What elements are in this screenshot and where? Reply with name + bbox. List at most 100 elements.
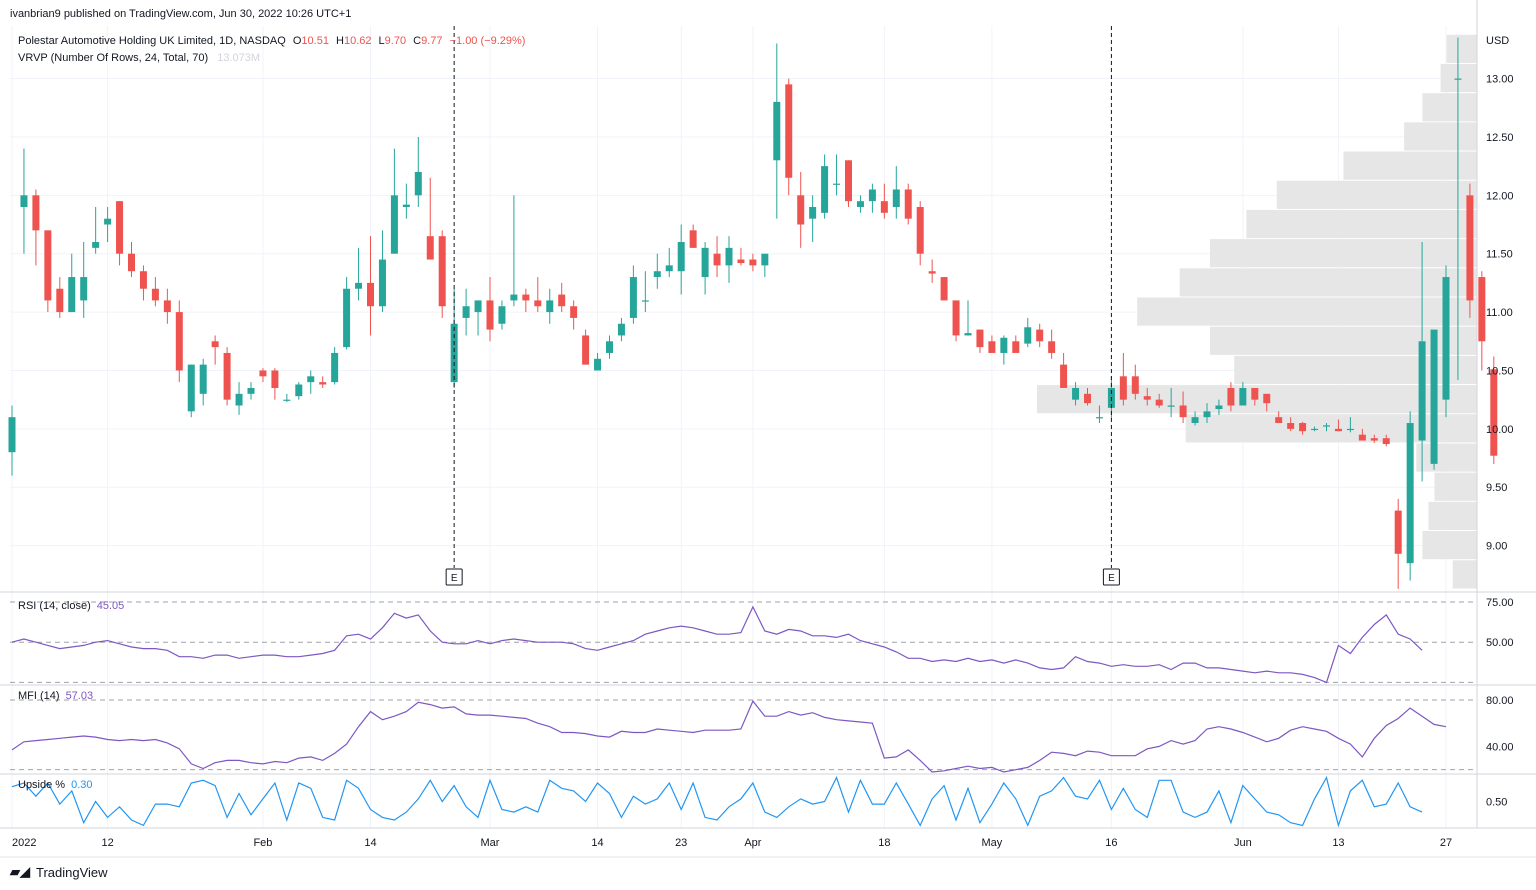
candle[interactable] bbox=[450, 288, 458, 388]
candle[interactable] bbox=[606, 335, 613, 359]
candle[interactable] bbox=[773, 43, 781, 219]
candle[interactable] bbox=[1394, 498, 1402, 589]
candle[interactable] bbox=[1179, 391, 1187, 424]
candle[interactable] bbox=[570, 300, 578, 330]
candle[interactable] bbox=[1430, 329, 1438, 470]
candle[interactable] bbox=[367, 236, 374, 336]
candle[interactable] bbox=[1203, 403, 1211, 424]
candle[interactable] bbox=[653, 253, 661, 289]
candle[interactable] bbox=[809, 195, 817, 243]
candle[interactable] bbox=[355, 247, 363, 301]
candle[interactable] bbox=[1418, 242, 1426, 482]
candle[interactable] bbox=[928, 259, 936, 283]
candle[interactable] bbox=[92, 206, 100, 254]
candle[interactable] bbox=[940, 277, 948, 301]
candle[interactable] bbox=[976, 329, 984, 353]
candle[interactable] bbox=[1215, 399, 1223, 415]
candle[interactable] bbox=[1442, 265, 1450, 418]
candle[interactable] bbox=[1382, 434, 1390, 447]
candle[interactable] bbox=[1334, 419, 1342, 432]
candle[interactable] bbox=[892, 166, 900, 219]
candle[interactable] bbox=[1370, 434, 1378, 443]
candle[interactable] bbox=[1358, 428, 1366, 441]
candle[interactable] bbox=[235, 382, 243, 415]
candle[interactable] bbox=[629, 265, 637, 324]
candle[interactable] bbox=[247, 382, 255, 400]
candle[interactable] bbox=[1036, 323, 1044, 348]
candle[interactable] bbox=[1012, 335, 1020, 353]
candle[interactable] bbox=[1275, 411, 1283, 424]
candle[interactable] bbox=[1311, 426, 1319, 432]
candle[interactable] bbox=[1406, 411, 1414, 581]
earnings-badge[interactable] bbox=[1102, 568, 1120, 586]
candle[interactable] bbox=[1263, 393, 1271, 412]
candle[interactable] bbox=[295, 382, 303, 400]
candle[interactable] bbox=[689, 224, 697, 248]
candle[interactable] bbox=[1060, 352, 1068, 388]
candle[interactable] bbox=[402, 183, 410, 219]
candles[interactable] bbox=[8, 37, 1498, 589]
candle[interactable] bbox=[1048, 329, 1056, 359]
candle[interactable] bbox=[534, 277, 542, 313]
candle[interactable] bbox=[68, 253, 76, 313]
candle[interactable] bbox=[474, 300, 482, 336]
candle[interactable] bbox=[1095, 405, 1103, 424]
candle[interactable] bbox=[952, 300, 960, 342]
candle[interactable] bbox=[1084, 387, 1091, 406]
candle[interactable] bbox=[594, 352, 602, 371]
candle[interactable] bbox=[546, 288, 554, 324]
candle[interactable] bbox=[343, 277, 351, 350]
candle[interactable] bbox=[1478, 271, 1486, 371]
candle[interactable] bbox=[139, 265, 147, 301]
candle[interactable] bbox=[821, 154, 829, 219]
candle[interactable] bbox=[856, 195, 864, 213]
candle[interactable] bbox=[1227, 382, 1235, 412]
candle[interactable] bbox=[175, 300, 183, 383]
candle[interactable] bbox=[187, 364, 195, 418]
candle[interactable] bbox=[211, 335, 219, 365]
candle[interactable] bbox=[426, 177, 434, 260]
candle[interactable] bbox=[665, 247, 673, 278]
candle[interactable] bbox=[1131, 364, 1139, 400]
candle[interactable] bbox=[988, 335, 996, 353]
candle[interactable] bbox=[964, 300, 972, 336]
candle[interactable] bbox=[378, 230, 386, 313]
candle[interactable] bbox=[307, 370, 315, 394]
candle[interactable] bbox=[582, 329, 590, 365]
candle[interactable] bbox=[8, 405, 16, 476]
candle[interactable] bbox=[1323, 423, 1330, 432]
candle[interactable] bbox=[271, 368, 279, 400]
candle[interactable] bbox=[737, 247, 745, 266]
candle[interactable] bbox=[1287, 417, 1295, 432]
candle[interactable] bbox=[833, 154, 841, 196]
candle[interactable] bbox=[677, 224, 685, 295]
candle[interactable] bbox=[522, 288, 530, 313]
candle[interactable] bbox=[797, 171, 805, 248]
tradingview-logo[interactable]: ▰◢ TradingView bbox=[10, 864, 108, 880]
candle[interactable] bbox=[1072, 382, 1080, 406]
candle[interactable] bbox=[259, 368, 267, 383]
candle[interactable] bbox=[916, 201, 924, 266]
candle[interactable] bbox=[617, 317, 625, 342]
candle[interactable] bbox=[80, 242, 88, 318]
candle[interactable] bbox=[44, 230, 52, 313]
candle[interactable] bbox=[1191, 411, 1199, 426]
candle[interactable] bbox=[1000, 335, 1008, 365]
candle[interactable] bbox=[32, 189, 40, 266]
candle[interactable] bbox=[319, 376, 327, 388]
candle[interactable] bbox=[128, 242, 135, 278]
candle[interactable] bbox=[701, 242, 709, 295]
candle[interactable] bbox=[1454, 37, 1462, 380]
candle[interactable] bbox=[1155, 393, 1163, 408]
candle[interactable] bbox=[1167, 387, 1175, 418]
candle[interactable] bbox=[1251, 387, 1259, 406]
candle[interactable] bbox=[199, 358, 207, 406]
candle[interactable] bbox=[641, 271, 649, 313]
candle[interactable] bbox=[1119, 352, 1127, 406]
candle[interactable] bbox=[151, 277, 159, 307]
candle[interactable] bbox=[20, 148, 28, 254]
candle[interactable] bbox=[510, 195, 518, 307]
candle[interactable] bbox=[414, 136, 422, 207]
